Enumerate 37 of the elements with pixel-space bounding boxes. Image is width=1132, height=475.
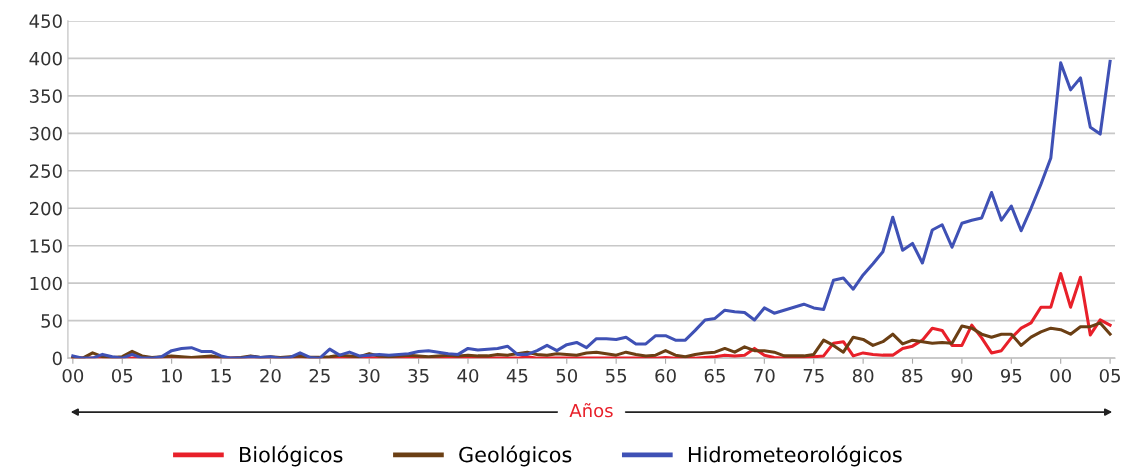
x-tick-label: 65 (704, 368, 725, 383)
y-tick-label: 0 (52, 351, 62, 366)
text: Años (569, 403, 613, 418)
x-tick-label: 80 (852, 368, 874, 383)
y-tick-label: 400 (29, 51, 62, 66)
x-tick-label: 25 (309, 368, 330, 383)
legend-label: Hidrometeorológicos (688, 445, 902, 467)
x-tick-label: 05 (111, 368, 133, 383)
x-tick-label: 85 (902, 368, 923, 383)
x-tick-label: 05 (1099, 368, 1120, 383)
x-tick-label: 55 (606, 369, 627, 383)
x-tick-label: 00 (62, 368, 84, 383)
y-tick-label: 450 (29, 14, 62, 29)
y-tick-label: 250 (29, 164, 62, 178)
y-tick-label: 300 (29, 126, 62, 141)
x-tick-label: 95 (1000, 368, 1022, 383)
x-tick-label: 40 (457, 368, 479, 383)
x-tick-label: 70 (754, 368, 775, 383)
x-tick-label: 30 (359, 368, 380, 383)
x-tick-label: 45 (506, 369, 528, 383)
x-tick-label: 00 (1050, 368, 1071, 383)
x-tick-label: 75 (803, 369, 824, 383)
x-tick-label: 50 (556, 368, 578, 383)
x-tick-label: 20 (260, 368, 281, 383)
y-tick-label: 350 (29, 89, 62, 103)
legend-label: Biológicos (240, 445, 343, 467)
y-tick-label: 100 (30, 276, 62, 291)
x-tick-label: 35 (408, 368, 429, 383)
y-tick-label: 150 (30, 239, 62, 253)
line-series (71, 59, 1112, 359)
y-tick-label: 200 (29, 201, 62, 216)
x-tick-label: 60 (655, 368, 676, 383)
x-tick-label: 10 (162, 368, 182, 383)
legend-label: Geológicos (459, 445, 572, 467)
x-tick-label: 90 (951, 368, 973, 383)
x-tick-label: 15 (211, 369, 231, 383)
y-tick-label: 50 (41, 314, 62, 328)
